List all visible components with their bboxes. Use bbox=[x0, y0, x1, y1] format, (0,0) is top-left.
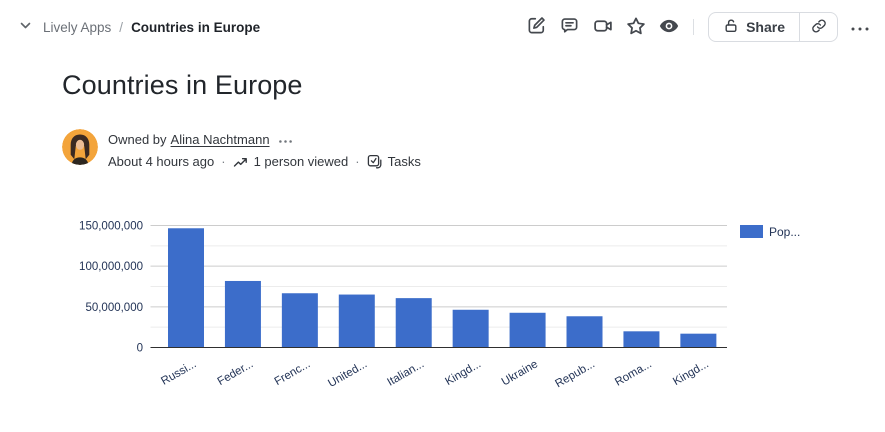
share-button-label: Share bbox=[746, 19, 785, 35]
bar[interactable] bbox=[395, 298, 432, 348]
unlock-icon bbox=[723, 18, 739, 37]
copy-link-button[interactable] bbox=[799, 13, 837, 41]
bar[interactable] bbox=[680, 333, 717, 348]
video-camera-icon bbox=[593, 16, 613, 39]
y-axis-label: 0 bbox=[137, 343, 143, 355]
link-icon bbox=[811, 18, 827, 37]
x-axis-label: Ukraine bbox=[500, 358, 540, 388]
bar[interactable] bbox=[224, 280, 261, 348]
share-button[interactable]: Share bbox=[709, 13, 799, 41]
owner-name-link[interactable]: Alina Nachtmann bbox=[170, 132, 270, 147]
population-chart: 0 50,000,000 100,000,000 150,000,000 Russi..… bbox=[0, 205, 885, 405]
breadcrumb: Lively Apps / Countries in Europe bbox=[15, 0, 260, 54]
x-axis-label: Kingd... bbox=[443, 358, 483, 388]
breadcrumb-parent[interactable]: Lively Apps bbox=[43, 19, 112, 35]
owner-avatar[interactable] bbox=[62, 129, 98, 165]
star-icon bbox=[626, 16, 646, 39]
tasks-label[interactable]: Tasks bbox=[387, 154, 421, 169]
top-bar: Lively Apps / Countries in Europe bbox=[0, 0, 885, 54]
legend-label[interactable]: Pop... bbox=[769, 225, 800, 239]
bar[interactable] bbox=[281, 293, 318, 348]
y-axis-label: 100,000,000 bbox=[79, 261, 143, 273]
collapse-button[interactable] bbox=[15, 17, 35, 37]
page-meta: Owned by Alina Nachtmann About 4 hours a… bbox=[62, 129, 421, 171]
top-bar-actions: Share bbox=[526, 0, 873, 54]
y-axis-label: 50,000,000 bbox=[85, 302, 143, 314]
bar[interactable] bbox=[623, 331, 660, 348]
chevron-down-icon bbox=[19, 19, 32, 35]
views-label[interactable]: 1 person viewed bbox=[253, 154, 349, 169]
comment-icon bbox=[560, 16, 579, 38]
legend-swatch bbox=[740, 225, 763, 238]
page-title: Countries in Europe bbox=[62, 70, 303, 100]
bar[interactable] bbox=[452, 309, 489, 348]
video-button[interactable] bbox=[592, 17, 613, 38]
ellipsis-icon bbox=[278, 132, 293, 147]
bar[interactable] bbox=[168, 228, 204, 348]
edit-icon bbox=[527, 16, 546, 38]
dot-separator: · bbox=[355, 154, 360, 169]
chart-canvas: 0 50,000,000 100,000,000 150,000,000 Russi..… bbox=[79, 221, 800, 391]
edit-button[interactable] bbox=[526, 17, 547, 38]
dot-separator: · bbox=[221, 154, 226, 169]
activity-row: About 4 hours ago · 1 person viewed · Ta… bbox=[108, 152, 421, 171]
x-axis-label: Frenc... bbox=[273, 358, 313, 388]
owned-by-label: Owned by bbox=[108, 132, 167, 147]
breadcrumb-separator: / bbox=[119, 19, 124, 35]
eye-icon bbox=[659, 16, 679, 39]
comment-button[interactable] bbox=[559, 17, 580, 38]
owner-more-button[interactable] bbox=[276, 132, 295, 147]
x-axis-label: Repub... bbox=[553, 358, 597, 390]
y-axis-label: 150,000,000 bbox=[79, 221, 143, 233]
bar[interactable] bbox=[566, 316, 603, 348]
tasks-icon bbox=[367, 154, 383, 170]
last-edited-label: About 4 hours ago bbox=[108, 154, 215, 169]
favorite-button[interactable] bbox=[625, 17, 646, 38]
owner-row: Owned by Alina Nachtmann bbox=[108, 130, 421, 149]
x-axis-label: Roma... bbox=[613, 358, 654, 389]
x-axis-label: Russi... bbox=[159, 358, 198, 388]
bar[interactable] bbox=[338, 294, 375, 348]
toolbar-divider bbox=[693, 19, 695, 35]
breadcrumb-current: Countries in Europe bbox=[131, 19, 261, 35]
x-axis-label: Kingd... bbox=[671, 358, 711, 388]
x-axis-label: Italian... bbox=[385, 358, 426, 389]
share-button-group: Share bbox=[708, 12, 838, 42]
x-axis-label: United... bbox=[326, 358, 369, 390]
bar[interactable] bbox=[509, 312, 546, 348]
ellipsis-icon bbox=[850, 20, 870, 35]
views-icon bbox=[233, 155, 249, 169]
watch-button[interactable] bbox=[658, 17, 679, 38]
meta-text: Owned by Alina Nachtmann About 4 hours a… bbox=[108, 129, 421, 171]
x-axis-label: Feder... bbox=[216, 358, 256, 388]
more-options-button[interactable] bbox=[847, 14, 873, 40]
